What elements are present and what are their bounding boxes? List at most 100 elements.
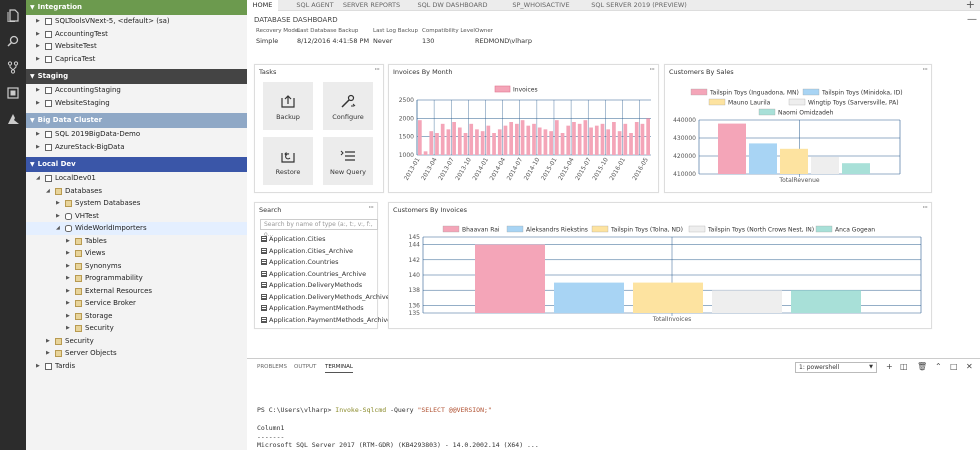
task-backup-button[interactable]: Backup	[263, 82, 313, 130]
tree-item[interactable]: ▶ Storage	[26, 310, 247, 323]
search-result-item[interactable]: Application.PaymentMethods	[261, 303, 364, 314]
add-tab-icon[interactable]: +	[965, 0, 975, 11]
tree-item[interactable]: ▶ AccountingStaging	[26, 84, 247, 97]
chevron-right-icon[interactable]: ▶	[66, 312, 70, 319]
search-result-item[interactable]: Application.DeliveryMethods_Archive	[261, 292, 390, 303]
new-terminal-icon[interactable]: +	[886, 362, 893, 371]
tree-item[interactable]: ▶ WebsiteTest	[26, 40, 247, 53]
tab-problems[interactable]: PROBLEMS	[257, 364, 288, 370]
source-control-icon[interactable]	[6, 60, 20, 74]
chevron-down-icon[interactable]: ◢	[46, 187, 50, 194]
chevron-right-icon[interactable]: ▶	[66, 262, 70, 269]
chevron-right-icon[interactable]: ▶	[36, 30, 40, 37]
tree-item[interactable]: ▶ Tables	[26, 235, 247, 248]
split-terminal-icon[interactable]: ◫	[900, 362, 908, 371]
property: Owner REDMOND\vlharp	[475, 28, 532, 45]
server-icon	[45, 362, 52, 370]
tree-item[interactable]: ▶ Synonyms	[26, 260, 247, 273]
tree-item[interactable]: ▶ Server Objects	[26, 347, 247, 360]
server-group-header[interactable]: ▼ Local Dev	[26, 157, 247, 172]
tree-item[interactable]: ▶ VHTest	[26, 210, 247, 223]
chevron-right-icon[interactable]: ▶	[66, 250, 70, 256]
collapse-panel-icon[interactable]: ⌃	[935, 362, 942, 371]
tab-terminal[interactable]: TERMINAL	[325, 364, 353, 373]
tree-item[interactable]: ▶ Tardis	[26, 360, 247, 373]
chevron-right-icon[interactable]: ▶	[36, 131, 40, 137]
tree-item[interactable]: ▶ External Resources	[26, 285, 247, 298]
extensions-icon[interactable]	[6, 86, 20, 100]
chevron-right-icon[interactable]: ▶	[66, 325, 70, 331]
tree-item[interactable]: ▶ WebsiteStaging	[26, 97, 247, 110]
kill-terminal-icon[interactable]: 🗑	[917, 362, 928, 371]
chevron-right-icon[interactable]: ▶	[46, 350, 50, 356]
tab-sql-server-2019-preview[interactable]: SQL SERVER 2019 (PREVIEW)	[591, 1, 687, 9]
close-panel-icon[interactable]: ✕	[966, 362, 973, 371]
tab-sql-dw-dashboard[interactable]: SQL DW DASHBOARD	[417, 1, 488, 9]
azure-icon[interactable]	[6, 112, 20, 126]
search-result-item[interactable]: Application.PaymentMethods_Archive	[261, 315, 391, 326]
tree-item-label: LocalDev01	[55, 174, 96, 182]
tab-home[interactable]: HOME	[247, 0, 278, 11]
search-icon[interactable]	[6, 34, 20, 48]
chevron-right-icon[interactable]: ▶	[36, 18, 40, 24]
tree-item[interactable]: ▶ Programmability	[26, 272, 247, 285]
chevron-right-icon[interactable]: ▶	[36, 362, 40, 369]
tree-item[interactable]: ▶ Security	[26, 335, 247, 348]
search-result-item[interactable]: Application.DeliveryMethods	[261, 280, 362, 291]
task-restore-button[interactable]: Restore	[263, 137, 313, 185]
chevron-right-icon[interactable]: ▶	[36, 87, 40, 93]
collapse-toolbar-icon[interactable]: —	[967, 14, 977, 25]
widget-menu-icon[interactable]: ···	[368, 203, 374, 212]
tree-item[interactable]: ▶ AzureStack-BigData	[26, 141, 247, 154]
tree-item[interactable]: ◢ LocalDev01	[26, 172, 247, 185]
tree-item[interactable]: ◢ WideWorldImporters	[26, 222, 247, 235]
chevron-right-icon[interactable]: ▶	[36, 43, 40, 49]
widget-menu-icon[interactable]: ···	[649, 65, 655, 74]
chevron-right-icon[interactable]: ▶	[66, 300, 70, 306]
bar	[475, 129, 479, 155]
widget-menu-icon[interactable]: ···	[922, 203, 928, 212]
tree-item[interactable]: ▶ SQL 2019BigData-Demo	[26, 128, 247, 141]
search-result-item[interactable]: Application.Countries	[261, 257, 339, 268]
search-result-item[interactable]: Application.Cities	[261, 234, 325, 245]
server-group-header[interactable]: ▼ Big Data Cluster	[26, 113, 247, 128]
tree-item[interactable]: ◢ Databases	[26, 185, 247, 198]
search-result-item[interactable]: Application.Cities_Archive	[261, 246, 353, 257]
chevron-right-icon[interactable]: ▶	[66, 237, 70, 244]
widget-menu-icon[interactable]: ···	[922, 65, 928, 74]
chevron-right-icon[interactable]: ▶	[56, 200, 60, 206]
maximize-panel-icon[interactable]: □	[950, 362, 958, 371]
files-icon[interactable]	[6, 8, 20, 22]
tree-item[interactable]: ▶ Security	[26, 322, 247, 335]
chevron-right-icon[interactable]: ▶	[66, 287, 70, 294]
x-tick-label: 2013-07	[437, 156, 456, 181]
chevron-right-icon[interactable]: ▶	[36, 143, 40, 150]
server-group-header[interactable]: ▼ Integration	[26, 0, 247, 15]
chevron-right-icon[interactable]: ▶	[46, 337, 50, 344]
search-input[interactable]: Search by name of type (a:, t:, v:, f:, …	[260, 219, 378, 238]
chevron-right-icon[interactable]: ▶	[56, 212, 60, 219]
task-new-query-button[interactable]: New Query	[323, 137, 373, 185]
tree-item[interactable]: ▶ AccountingTest	[26, 28, 247, 41]
tree-item[interactable]: ▶ System Databases	[26, 197, 247, 210]
tab-server-reports[interactable]: SERVER REPORTS	[342, 1, 401, 9]
tab-sql-agent[interactable]: SQL AGENT	[296, 1, 334, 9]
chevron-right-icon[interactable]: ▶	[66, 275, 70, 281]
chevron-down-icon[interactable]: ◢	[36, 175, 40, 181]
tree-item[interactable]: ▶ SQLToolsVNext-5, <default> (sa)	[26, 15, 247, 28]
chevron-down-icon: ▼	[30, 4, 35, 11]
tab-sp-whoisactive[interactable]: SP_WHOISACTIVE	[512, 1, 570, 9]
tree-item[interactable]: ▶ CapricaTest	[26, 53, 247, 66]
server-group-header[interactable]: ▼ Staging	[26, 69, 247, 84]
chevron-down-icon[interactable]: ◢	[56, 225, 60, 231]
tree-item[interactable]: ▶ Service Broker	[26, 297, 247, 310]
terminal-command-line[interactable]: PS C:\Users\vlharp> Invoke-Sqlcmd -Query…	[257, 406, 492, 414]
shell-select[interactable]: 1: powershell ▼	[795, 362, 877, 373]
chevron-right-icon[interactable]: ▶	[36, 55, 40, 62]
task-configure-button[interactable]: Configure	[323, 82, 373, 130]
widget-menu-icon[interactable]: ···	[374, 65, 380, 74]
chevron-right-icon[interactable]: ▶	[36, 99, 40, 106]
search-result-item[interactable]: Application.Countries_Archive	[261, 269, 366, 280]
tab-output[interactable]: OUTPUT	[294, 364, 317, 370]
tree-item[interactable]: ▶ Views	[26, 247, 247, 260]
